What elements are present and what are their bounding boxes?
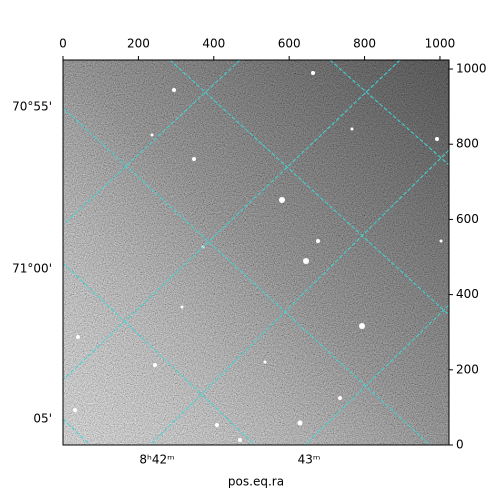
x-tick-label: 200 [127,37,150,51]
x-tick-label: 400 [202,37,225,51]
x-tick-label: 600 [278,37,301,51]
y-tick-label: 1000 [456,62,487,76]
y-tick-label: 0 [456,438,464,452]
dec-tick-label: 70°55' [12,100,52,114]
y-tick-label: 600 [456,212,479,226]
dec-tick-label: 71°00' [12,262,52,276]
axes-frame [62,59,450,446]
y-tick-label: 400 [456,287,479,301]
y-tick-label: 800 [456,137,479,151]
x-tick-label: 0 [59,37,67,51]
y-tick-label: 200 [456,362,479,376]
x-axis-label: pos.eq.ra [228,475,284,489]
coordinate-grid [63,60,449,445]
dec-tick-label: 05' [33,412,52,426]
image [63,60,449,445]
ra-tick-label: 43ᵐ [298,453,321,467]
x-tick-label: 1000 [425,37,456,51]
ra-tick-label: 8ʰ42ᵐ [139,453,174,467]
x-tick-label: 800 [353,37,376,51]
